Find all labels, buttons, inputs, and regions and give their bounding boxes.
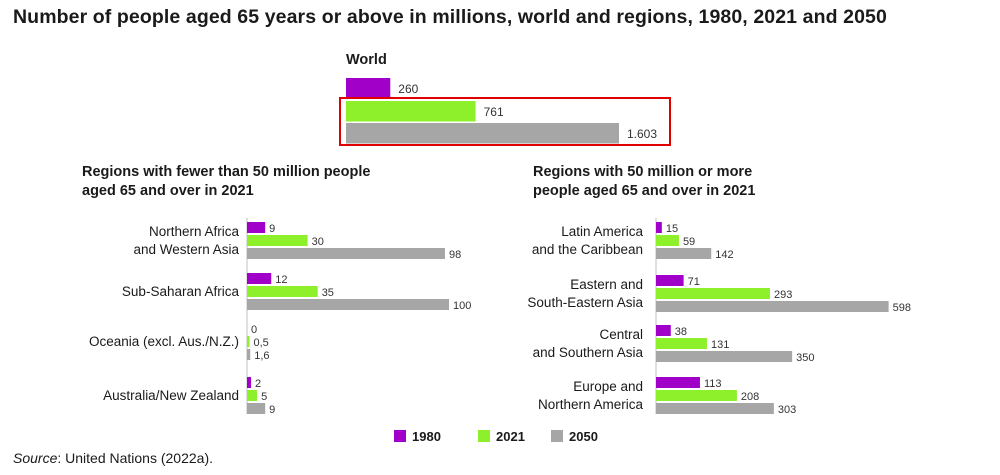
- legend-swatch-2021: [478, 430, 490, 442]
- right-value-2021: 293: [774, 289, 792, 301]
- world-bar-2021: [346, 101, 476, 122]
- left-value-2050: 9: [269, 404, 275, 416]
- left-bar-2050: [247, 299, 449, 310]
- legend-label-2021: 2021: [496, 429, 525, 444]
- left-bar-2021: [247, 286, 318, 297]
- left-value-1980: 0: [251, 324, 257, 336]
- right-value-2021: 208: [741, 391, 759, 403]
- left-value-2021: 30: [312, 236, 324, 248]
- left-value-2050: 1,6: [254, 350, 269, 362]
- right-value-2050: 303: [778, 404, 796, 416]
- right-category-label: Northern America: [538, 397, 644, 412]
- source-note: Source: United Nations (2022a).: [13, 450, 213, 466]
- right-panel-subtitle: Regions with 50 million or more people a…: [533, 163, 755, 201]
- right-category-label: Central: [599, 327, 643, 342]
- right-bar-1980: [656, 222, 662, 233]
- left-value-2021: 35: [322, 287, 334, 299]
- right-bar-2050: [656, 403, 774, 414]
- left-value-1980: 2: [255, 378, 261, 390]
- left-category-label: and Western Asia: [133, 242, 239, 257]
- world-bar-2050: [346, 123, 619, 144]
- left-bar-2050: [247, 248, 445, 259]
- right-value-2050: 142: [715, 249, 733, 261]
- legend: 1980 2021 2050: [394, 429, 598, 444]
- right-bar-1980: [656, 275, 684, 286]
- world-value-2050: 1.603: [627, 127, 657, 141]
- right-subtitle-line-2: people aged 65 and over in 2021: [533, 183, 756, 199]
- left-category-label: Sub-Saharan Africa: [122, 284, 240, 299]
- right-category-label: and Southern Asia: [533, 345, 644, 360]
- left-bar-1980: [247, 377, 252, 388]
- world-title: World: [346, 52, 387, 68]
- right-value-2050: 598: [893, 302, 911, 314]
- left-bar-1980: [247, 222, 266, 233]
- right-category-label: Latin America: [561, 224, 643, 239]
- legend-label-1980: 1980: [412, 429, 441, 444]
- left-value-2021: 5: [261, 391, 267, 403]
- right-bar-2050: [656, 301, 889, 312]
- left-category-label: Northern Africa: [149, 224, 240, 239]
- right-bar-2021: [656, 288, 770, 299]
- left-category-label: Oceania (excl. Aus./N.Z.): [89, 334, 239, 349]
- world-highlight-box: [339, 97, 671, 146]
- source-label: Source: [13, 450, 58, 466]
- left-value-2050: 98: [449, 249, 461, 261]
- right-bar-2021: [656, 338, 707, 349]
- right-value-1980: 71: [688, 276, 700, 288]
- right-value-1980: 15: [666, 223, 678, 235]
- left-bar-2050: [247, 403, 266, 414]
- left-bar-2021: [247, 390, 258, 401]
- right-bar-2021: [656, 235, 679, 246]
- world-value-1980: 260: [398, 82, 418, 96]
- right-value-2021: 131: [711, 339, 729, 351]
- source-text: : United Nations (2022a).: [57, 450, 213, 466]
- left-bar-2050: [247, 349, 251, 360]
- right-bar-2021: [656, 390, 737, 401]
- right-category-label: and the Caribbean: [532, 242, 643, 257]
- left-value-1980: 9: [269, 223, 275, 235]
- legend-swatch-1980: [394, 430, 406, 442]
- right-value-1980: 38: [675, 326, 687, 338]
- left-bar-2021: [247, 336, 250, 347]
- right-value-1980: 113: [704, 378, 722, 390]
- right-category-label: Eastern and: [570, 277, 643, 292]
- chart-title: Number of people aged 65 years or above …: [13, 6, 887, 28]
- left-bar-1980: [247, 273, 272, 284]
- right-panel: Latin America and the Caribbean 15 59 142 Eas…: [527, 218, 911, 416]
- right-bar-1980: [656, 325, 671, 336]
- left-bar-2021: [247, 235, 308, 246]
- right-bar-1980: [656, 377, 700, 388]
- right-value-2050: 350: [796, 352, 814, 364]
- left-panel-subtitle: Regions with fewer than 50 million peopl…: [82, 163, 370, 201]
- left-panel: Northern Africa and Western Asia 9 30 98 Sub-…: [89, 218, 471, 416]
- world-bar-1980: [346, 78, 391, 99]
- right-bar-2050: [656, 351, 793, 362]
- right-category-label: South-Eastern Asia: [527, 295, 643, 310]
- legend-label-2050: 2050: [569, 429, 598, 444]
- world-value-2021: 761: [484, 105, 504, 119]
- left-subtitle-line-1: Regions with fewer than 50 million peopl…: [82, 164, 371, 180]
- right-category-label: Europe and: [573, 379, 643, 394]
- left-value-1980: 12: [275, 274, 287, 286]
- right-bar-2050: [656, 248, 712, 259]
- left-subtitle-line-2: aged 65 and over in 2021: [82, 183, 254, 199]
- right-subtitle-line-1: Regions with 50 million or more: [533, 164, 753, 180]
- left-category-label: Australia/New Zealand: [103, 388, 239, 403]
- right-value-2021: 59: [683, 236, 695, 248]
- world-panel: World 260 761 1.603: [339, 52, 671, 146]
- left-value-2021: 0,5: [254, 337, 269, 349]
- left-value-2050: 100: [453, 300, 471, 312]
- legend-swatch-2050: [551, 430, 563, 442]
